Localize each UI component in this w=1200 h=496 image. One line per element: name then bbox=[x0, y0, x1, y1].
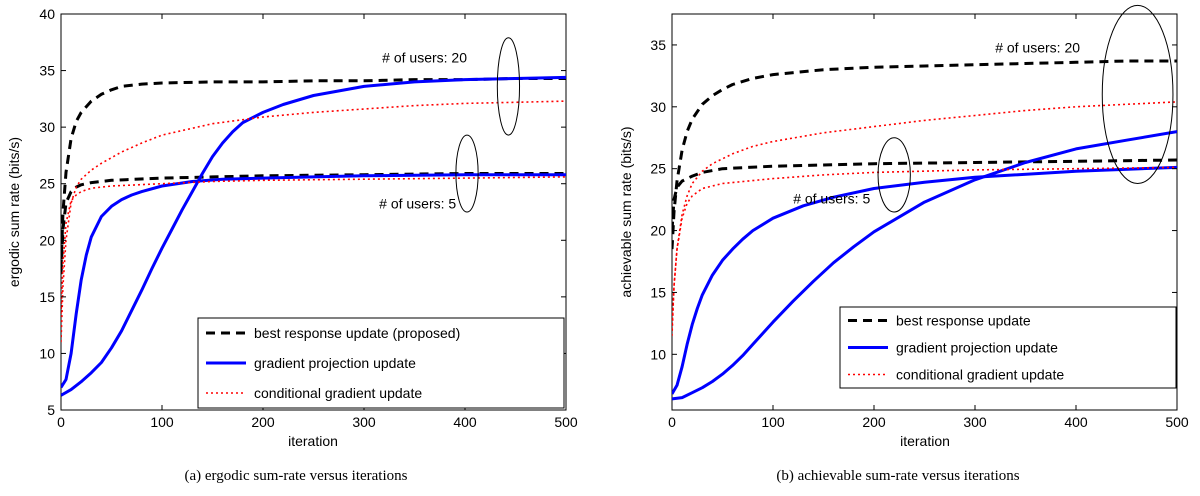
series-line-6 bbox=[672, 166, 1177, 330]
annotation-label: # of users: 5 bbox=[379, 196, 456, 212]
legend-entry: gradient projection update bbox=[254, 355, 416, 371]
series-line-5 bbox=[672, 101, 1177, 336]
y-tick-label: 25 bbox=[39, 176, 55, 192]
series-line-2 bbox=[672, 158, 1177, 231]
caption-b: (b) achievable sum-rate versus iteration… bbox=[776, 468, 1019, 484]
x-tick-label: 0 bbox=[57, 414, 65, 430]
y-tick-label: 40 bbox=[39, 6, 55, 22]
annotations-b: # of users: 20 # of users: 5 bbox=[793, 4, 1174, 213]
series-line-5 bbox=[61, 100, 566, 343]
annotation-label: # of users: 20 bbox=[382, 50, 467, 66]
x-tick-label: 300 bbox=[352, 414, 376, 430]
y-tick-label: 20 bbox=[39, 232, 55, 248]
group-ellipse bbox=[496, 37, 521, 136]
x-axis-label-a: iteration bbox=[288, 433, 338, 449]
y-tick-label: 10 bbox=[39, 345, 55, 361]
series-line-3 bbox=[61, 75, 566, 397]
legend-a: best response update (proposed) gradient … bbox=[197, 317, 565, 409]
x-tick-label: 200 bbox=[862, 414, 886, 430]
annotations-a: # of users: 20 # of users: 5 bbox=[379, 37, 521, 213]
y-axis-label-b: achievable sum rate (bits/s) bbox=[618, 126, 634, 297]
axis-ticks-b: 0 100 200 300 400 500 10 15 20 25 30 35 bbox=[650, 14, 1189, 430]
y-tick-label: 15 bbox=[39, 289, 55, 305]
y-tick-label: 5 bbox=[47, 402, 55, 418]
x-tick-label: 100 bbox=[150, 414, 174, 430]
axis-ticks-a: 0 100 200 300 400 500 5 10 15 20 25 30 35 40 bbox=[39, 6, 577, 430]
annotation-label: # of users: 5 bbox=[793, 190, 870, 206]
chart-b: 0 100 200 300 400 500 10 15 20 25 30 35 iteration a… bbox=[618, 4, 1189, 484]
group-ellipse bbox=[455, 134, 479, 213]
series-layer-a bbox=[61, 75, 566, 397]
x-tick-label: 500 bbox=[1165, 414, 1189, 430]
x-tick-label: 300 bbox=[963, 414, 987, 430]
chart-a: 0 100 200 300 400 500 5 10 15 20 25 30 35 40 iteratio… bbox=[6, 6, 578, 484]
y-tick-label: 30 bbox=[39, 119, 55, 135]
series-line-4 bbox=[61, 173, 566, 389]
x-tick-label: 200 bbox=[251, 414, 275, 430]
group-ellipse bbox=[1101, 4, 1174, 185]
y-tick-label: 10 bbox=[650, 346, 666, 362]
legend-entry: gradient projection update bbox=[896, 340, 1058, 356]
y-axis-label-a: ergodic sum rate (bits/s) bbox=[6, 137, 22, 287]
y-tick-label: 20 bbox=[650, 223, 666, 239]
group-ellipse bbox=[877, 137, 911, 213]
x-tick-label: 0 bbox=[668, 414, 676, 430]
y-tick-label: 15 bbox=[650, 284, 666, 300]
legend-box bbox=[197, 317, 565, 409]
legend-b: best response update gradient projection … bbox=[839, 306, 1177, 389]
x-axis-label-b: iteration bbox=[900, 433, 950, 449]
series-line-3 bbox=[672, 130, 1177, 401]
series-line-4 bbox=[672, 165, 1177, 395]
legend-entry: best response update bbox=[896, 313, 1031, 329]
y-tick-label: 35 bbox=[650, 37, 666, 53]
series-layer-b bbox=[672, 59, 1177, 401]
annotation-label: # of users: 20 bbox=[995, 39, 1080, 55]
legend-box bbox=[839, 306, 1177, 389]
caption-a: (a) ergodic sum-rate versus iterations bbox=[185, 468, 408, 484]
legend-entry: conditional gradient update bbox=[896, 367, 1064, 383]
series-line-1 bbox=[61, 77, 566, 269]
y-tick-label: 30 bbox=[650, 99, 666, 115]
x-tick-label: 500 bbox=[554, 414, 578, 430]
legend-entry: best response update (proposed) bbox=[254, 325, 460, 341]
y-tick-label: 35 bbox=[39, 63, 55, 79]
x-tick-label: 100 bbox=[761, 414, 785, 430]
series-line-1 bbox=[672, 59, 1177, 250]
y-tick-label: 25 bbox=[650, 161, 666, 177]
legend-entry: conditional gradient update bbox=[254, 385, 422, 401]
x-tick-label: 400 bbox=[453, 414, 477, 430]
x-tick-label: 400 bbox=[1064, 414, 1088, 430]
